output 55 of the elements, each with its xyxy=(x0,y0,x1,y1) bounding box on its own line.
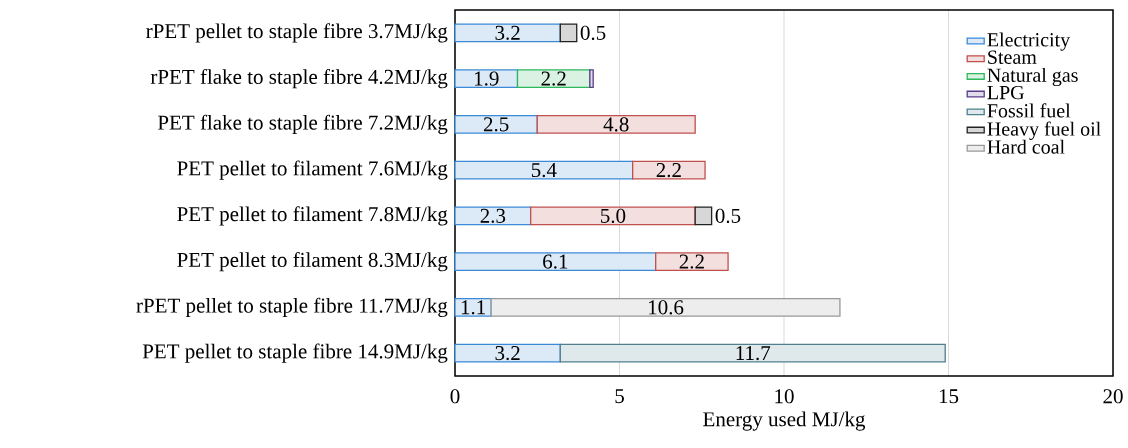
data-label: 5.4 xyxy=(531,163,557,178)
legend-label: Heavy fuel oil xyxy=(987,121,1101,140)
bar xyxy=(454,115,538,134)
bar xyxy=(632,160,706,180)
data-label: 1.1 xyxy=(461,300,485,315)
bar xyxy=(454,23,561,43)
data-label: 6.1 xyxy=(543,254,568,269)
data-label: 2.5 xyxy=(483,117,509,132)
y-tick-label: rPET pellet to staple fibre 11.7MJ/kg xyxy=(136,297,448,318)
x-tick-label: 20 xyxy=(1103,389,1123,404)
x-tick-label: 15 xyxy=(939,389,959,404)
y-tick-label: rPET pellet to staple fibre 3.7MJ/kg xyxy=(146,23,448,43)
bar xyxy=(694,206,713,226)
bar xyxy=(516,69,591,88)
bar xyxy=(454,69,519,88)
data-label: 3.2 xyxy=(495,25,520,40)
data-label: 4.8 xyxy=(603,117,629,132)
legend-label: Steam xyxy=(988,50,1037,64)
bar xyxy=(454,298,492,317)
legend-label: LPG xyxy=(987,85,1024,100)
bar xyxy=(559,23,578,43)
bar xyxy=(559,343,946,363)
data-label: 3.2 xyxy=(495,346,520,361)
bar xyxy=(454,252,657,271)
data-label: 2.2 xyxy=(656,163,681,178)
data-label: 11.7 xyxy=(736,346,771,361)
data-label: 1.9 xyxy=(474,71,499,86)
bar xyxy=(530,206,696,226)
legend-label: Electricity xyxy=(987,32,1071,51)
data-label: 2.2 xyxy=(679,254,704,269)
x-tick-label: 0 xyxy=(450,389,460,404)
y-tick-label: PET pellet to filament 7.8MJ/kg xyxy=(177,206,448,226)
legend-label: Hard coal xyxy=(987,139,1065,154)
data-label: 2.3 xyxy=(480,208,506,223)
x-tick-label: 5 xyxy=(615,389,624,404)
y-tick-label: PET pellet to filament 8.3MJ/kg xyxy=(177,251,448,272)
x-axis-title: Energy used MJ/kg xyxy=(703,411,866,431)
data-label: 5.0 xyxy=(601,208,626,224)
data-label: 0.5 xyxy=(715,208,741,224)
bar xyxy=(536,115,696,134)
legend-label: Fossil fuel xyxy=(987,103,1071,118)
bar xyxy=(454,160,634,180)
y-tick-label: PET pellet to staple fibre 14.9MJ/kg xyxy=(142,343,448,363)
legend-label: Natural gas xyxy=(987,67,1078,87)
y-tick-label: rPET flake to staple fibre 4.2MJ/kg xyxy=(150,68,448,89)
data-label: 2.2 xyxy=(541,71,566,86)
bar xyxy=(589,69,594,88)
x-tick-label: 10 xyxy=(775,389,794,404)
bar xyxy=(655,252,729,271)
y-tick-label: PET pellet to filament 7.6MJ/kg xyxy=(177,160,448,180)
bar xyxy=(490,298,841,317)
data-label: 10.6 xyxy=(649,300,684,315)
data-label: 0.5 xyxy=(580,25,606,41)
bar xyxy=(454,343,561,363)
y-tick-label: PET flake to staple fibre 7.2MJ/kg xyxy=(157,114,448,135)
